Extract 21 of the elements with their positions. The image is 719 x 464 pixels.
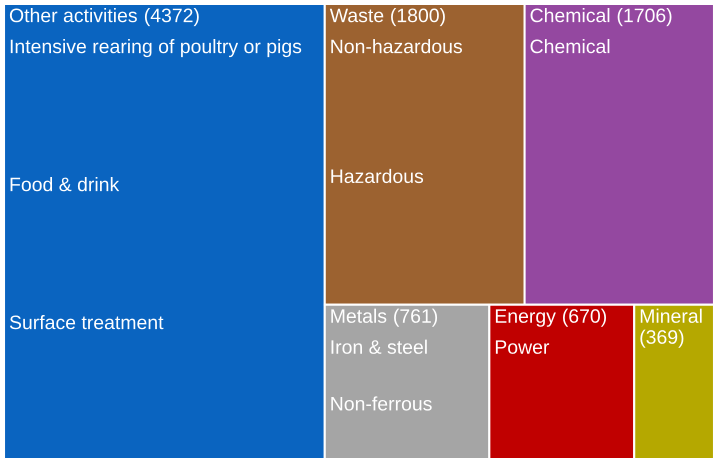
data-label: (4372) [144,8,199,26]
text: Surface treatment [10,315,164,330]
data-label: (1706) [618,8,672,26]
category-label: Other activities [10,8,137,22]
text: Power [496,340,550,354]
data-label: (1800) [391,8,445,26]
data-label: (369) [640,330,684,348]
data-label: (761) [394,308,438,327]
category-label: Energy [496,309,556,327]
category-label: Chemical [530,8,610,22]
data-label: (670) [563,308,606,327]
text: Non-ferrous [331,396,432,411]
text: Food & drink [10,177,120,192]
text: Chemical [530,39,610,54]
category-label: Waste [330,8,384,22]
category-label: Mineral [640,308,702,323]
category-label: Metals [331,308,386,323]
text: Iron & steel [332,340,427,354]
text: Hazardous [331,168,424,184]
text: Intensive rearing of poultry or pigs [10,39,302,58]
text: Non-hazardous [331,39,462,54]
